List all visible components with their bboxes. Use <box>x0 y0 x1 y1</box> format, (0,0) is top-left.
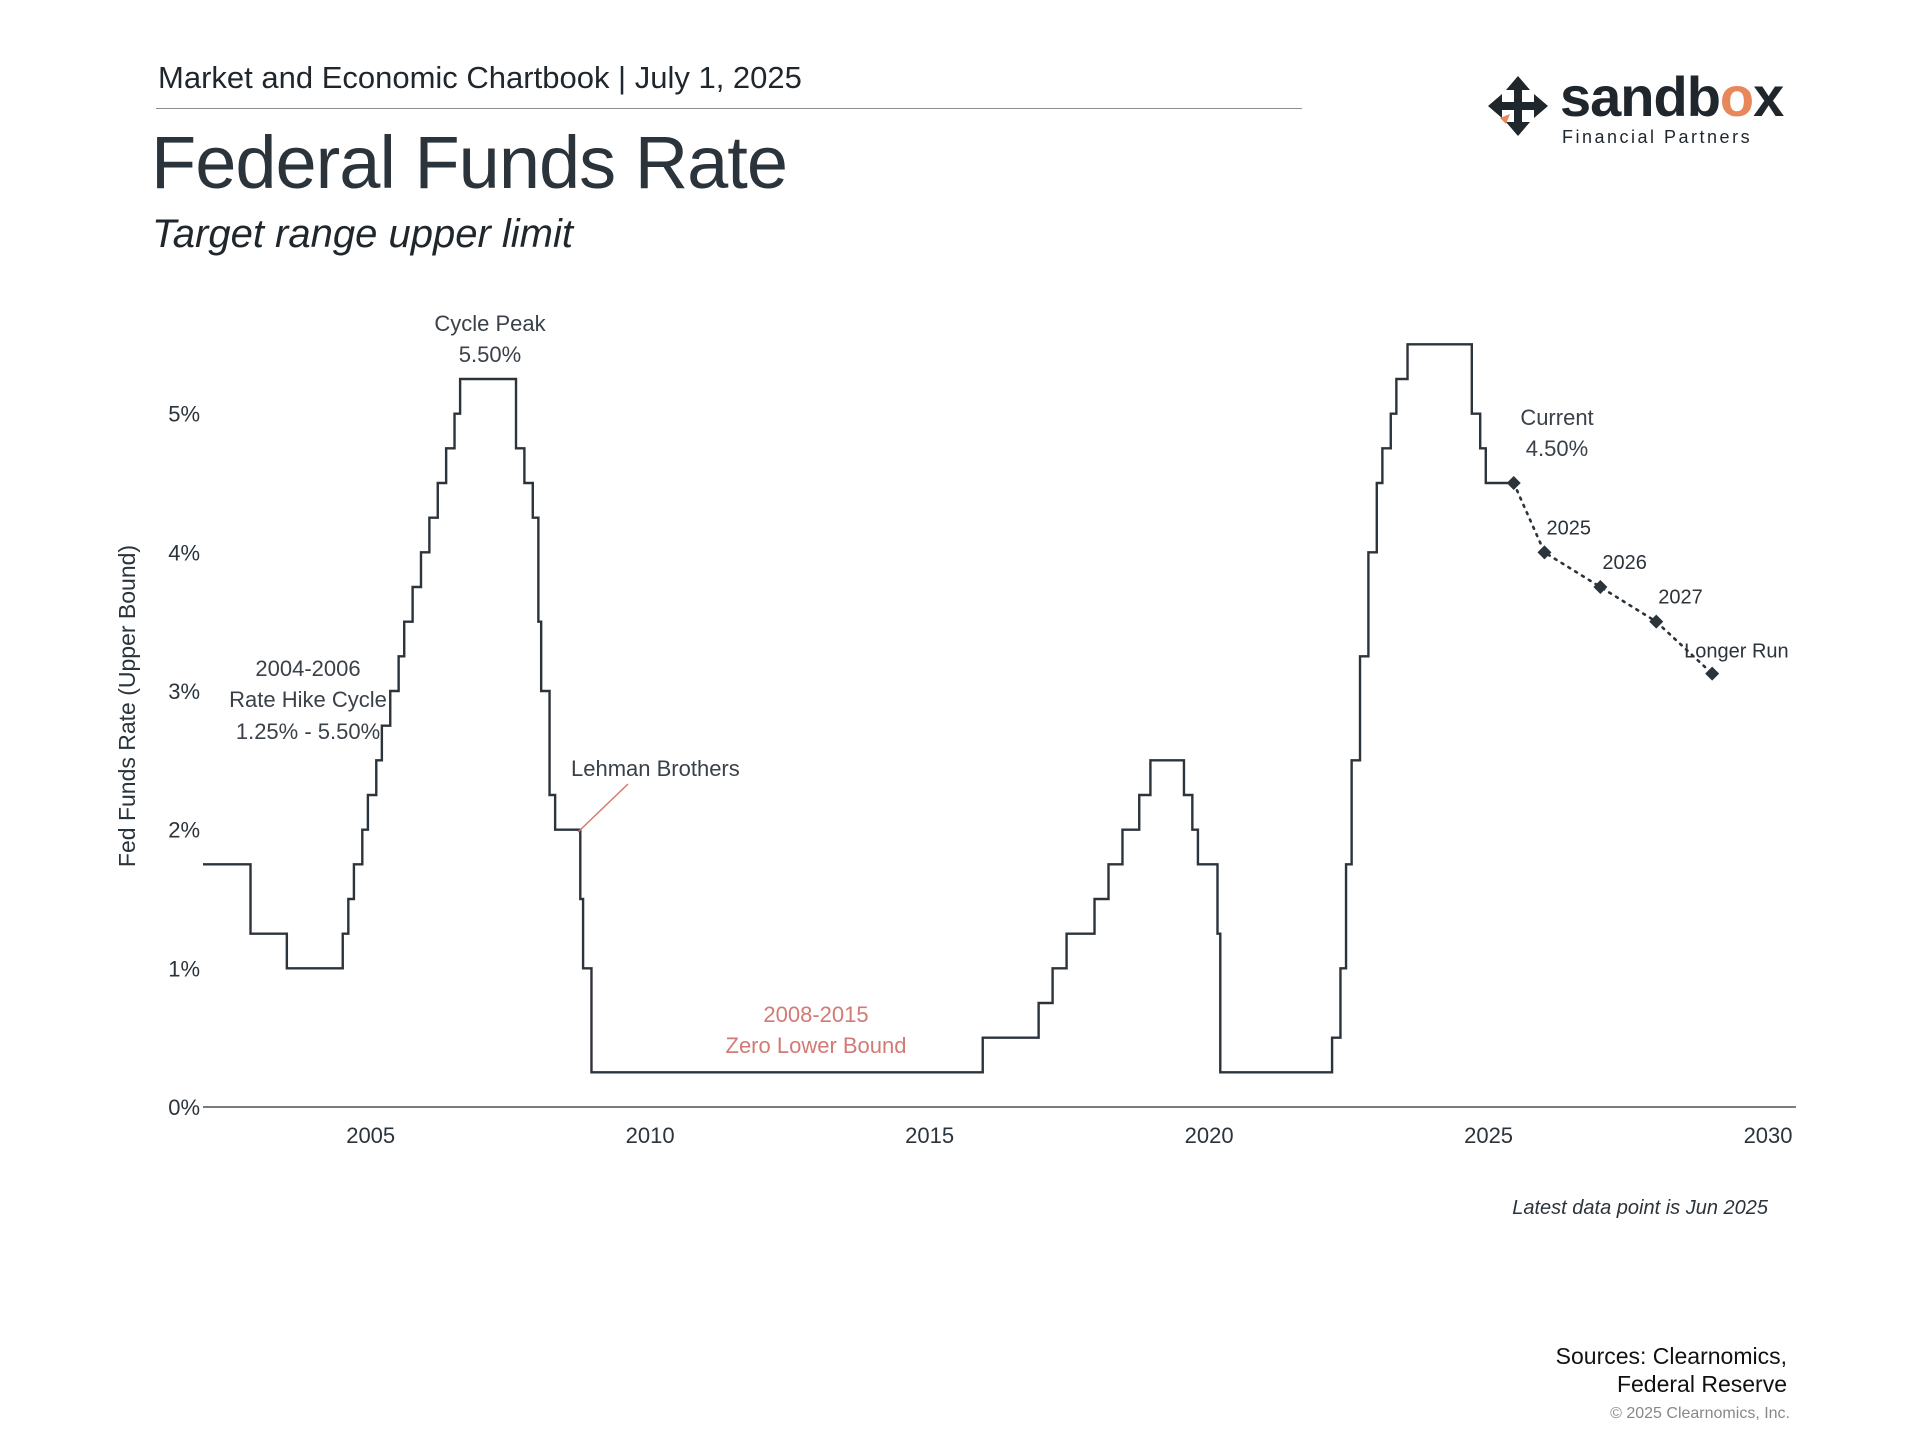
sandbox-logo: sandbox Financial Partners <box>1486 65 1784 152</box>
header-divider <box>156 108 1302 109</box>
projection-label: 2027 <box>1658 587 1703 609</box>
page-subtitle: Target range upper limit <box>152 212 573 256</box>
chart-series: 2025 2026 2027 Longer Run <box>203 343 1789 1074</box>
y-tick-label: 2% <box>168 818 200 843</box>
x-tick-label: 2005 <box>346 1123 395 1148</box>
logo-wordmark: sandbox <box>1560 65 1784 128</box>
y-tick-label: 5% <box>168 402 200 427</box>
x-tick-label: 2025 <box>1464 1123 1513 1148</box>
y-tick-label: 3% <box>168 679 200 704</box>
arrows-cross-icon <box>1488 76 1548 136</box>
x-tick-label: 2010 <box>626 1123 675 1148</box>
lehman-pointer <box>577 783 629 833</box>
lehman-label: Lehman Brothers <box>571 756 740 781</box>
chartbook-header: Market and Economic Chartbook | July 1, … <box>158 60 802 95</box>
projection-label: Longer Run <box>1684 641 1789 663</box>
zlb-label-line1: 2008-2015 <box>763 1002 868 1027</box>
projection-point-marker <box>1537 545 1552 560</box>
chart-axes: 2005 2010 2015 2020 2025 2030 0% 1% 2% 3% 4% 5% Fed … <box>114 402 1796 1148</box>
hike-label-line1: 2004-2006 <box>255 656 360 681</box>
rate-step-line <box>203 343 1514 1074</box>
page-title: Federal Funds Rate <box>151 121 788 204</box>
projection-point-marker <box>1593 580 1608 594</box>
chart-annotations: Cycle Peak 5.50% Current 4.50% 2004-2006… <box>229 311 1594 1058</box>
peak-label-line2: 5.50% <box>459 342 521 367</box>
latest-data-note: Latest data point is Jun 2025 <box>1512 1197 1768 1219</box>
y-axis-label: Fed Funds Rate (Upper Bound) <box>114 545 140 867</box>
sources-note: Sources: Clearnomics, Federal Reserve <box>1556 1342 1787 1398</box>
peak-label-line1: Cycle Peak <box>434 311 546 336</box>
projection-label: 2026 <box>1602 552 1647 574</box>
x-tick-label: 2030 <box>1744 1123 1793 1148</box>
projection-point-marker <box>1649 614 1664 629</box>
logo-tagline: Financial Partners <box>1562 127 1753 147</box>
y-tick-label: 1% <box>168 956 200 981</box>
zlb-label-line2: Zero Lower Bound <box>726 1033 907 1058</box>
sources-line-1: Sources: Clearnomics, <box>1555 1343 1787 1369</box>
projection-label: 2025 <box>1546 517 1591 539</box>
sources-line-2: Federal Reserve <box>1616 1371 1787 1397</box>
hike-label-line2: Rate Hike Cycle <box>229 687 387 712</box>
x-tick-label: 2020 <box>1185 1123 1234 1148</box>
hike-label-line3: 1.25% - 5.50% <box>236 719 380 744</box>
projection-point-marker <box>1705 666 1720 681</box>
current-point-marker <box>1506 476 1521 490</box>
y-tick-label: 4% <box>168 540 200 565</box>
current-label-line2: 4.50% <box>1526 436 1588 461</box>
y-tick-label: 0% <box>168 1095 200 1120</box>
x-tick-label: 2015 <box>905 1123 954 1148</box>
projection-dotted-line <box>1512 481 1714 675</box>
current-label-line1: Current <box>1520 405 1593 430</box>
copyright-note: © 2025 Clearnomics, Inc. <box>1610 1405 1790 1422</box>
